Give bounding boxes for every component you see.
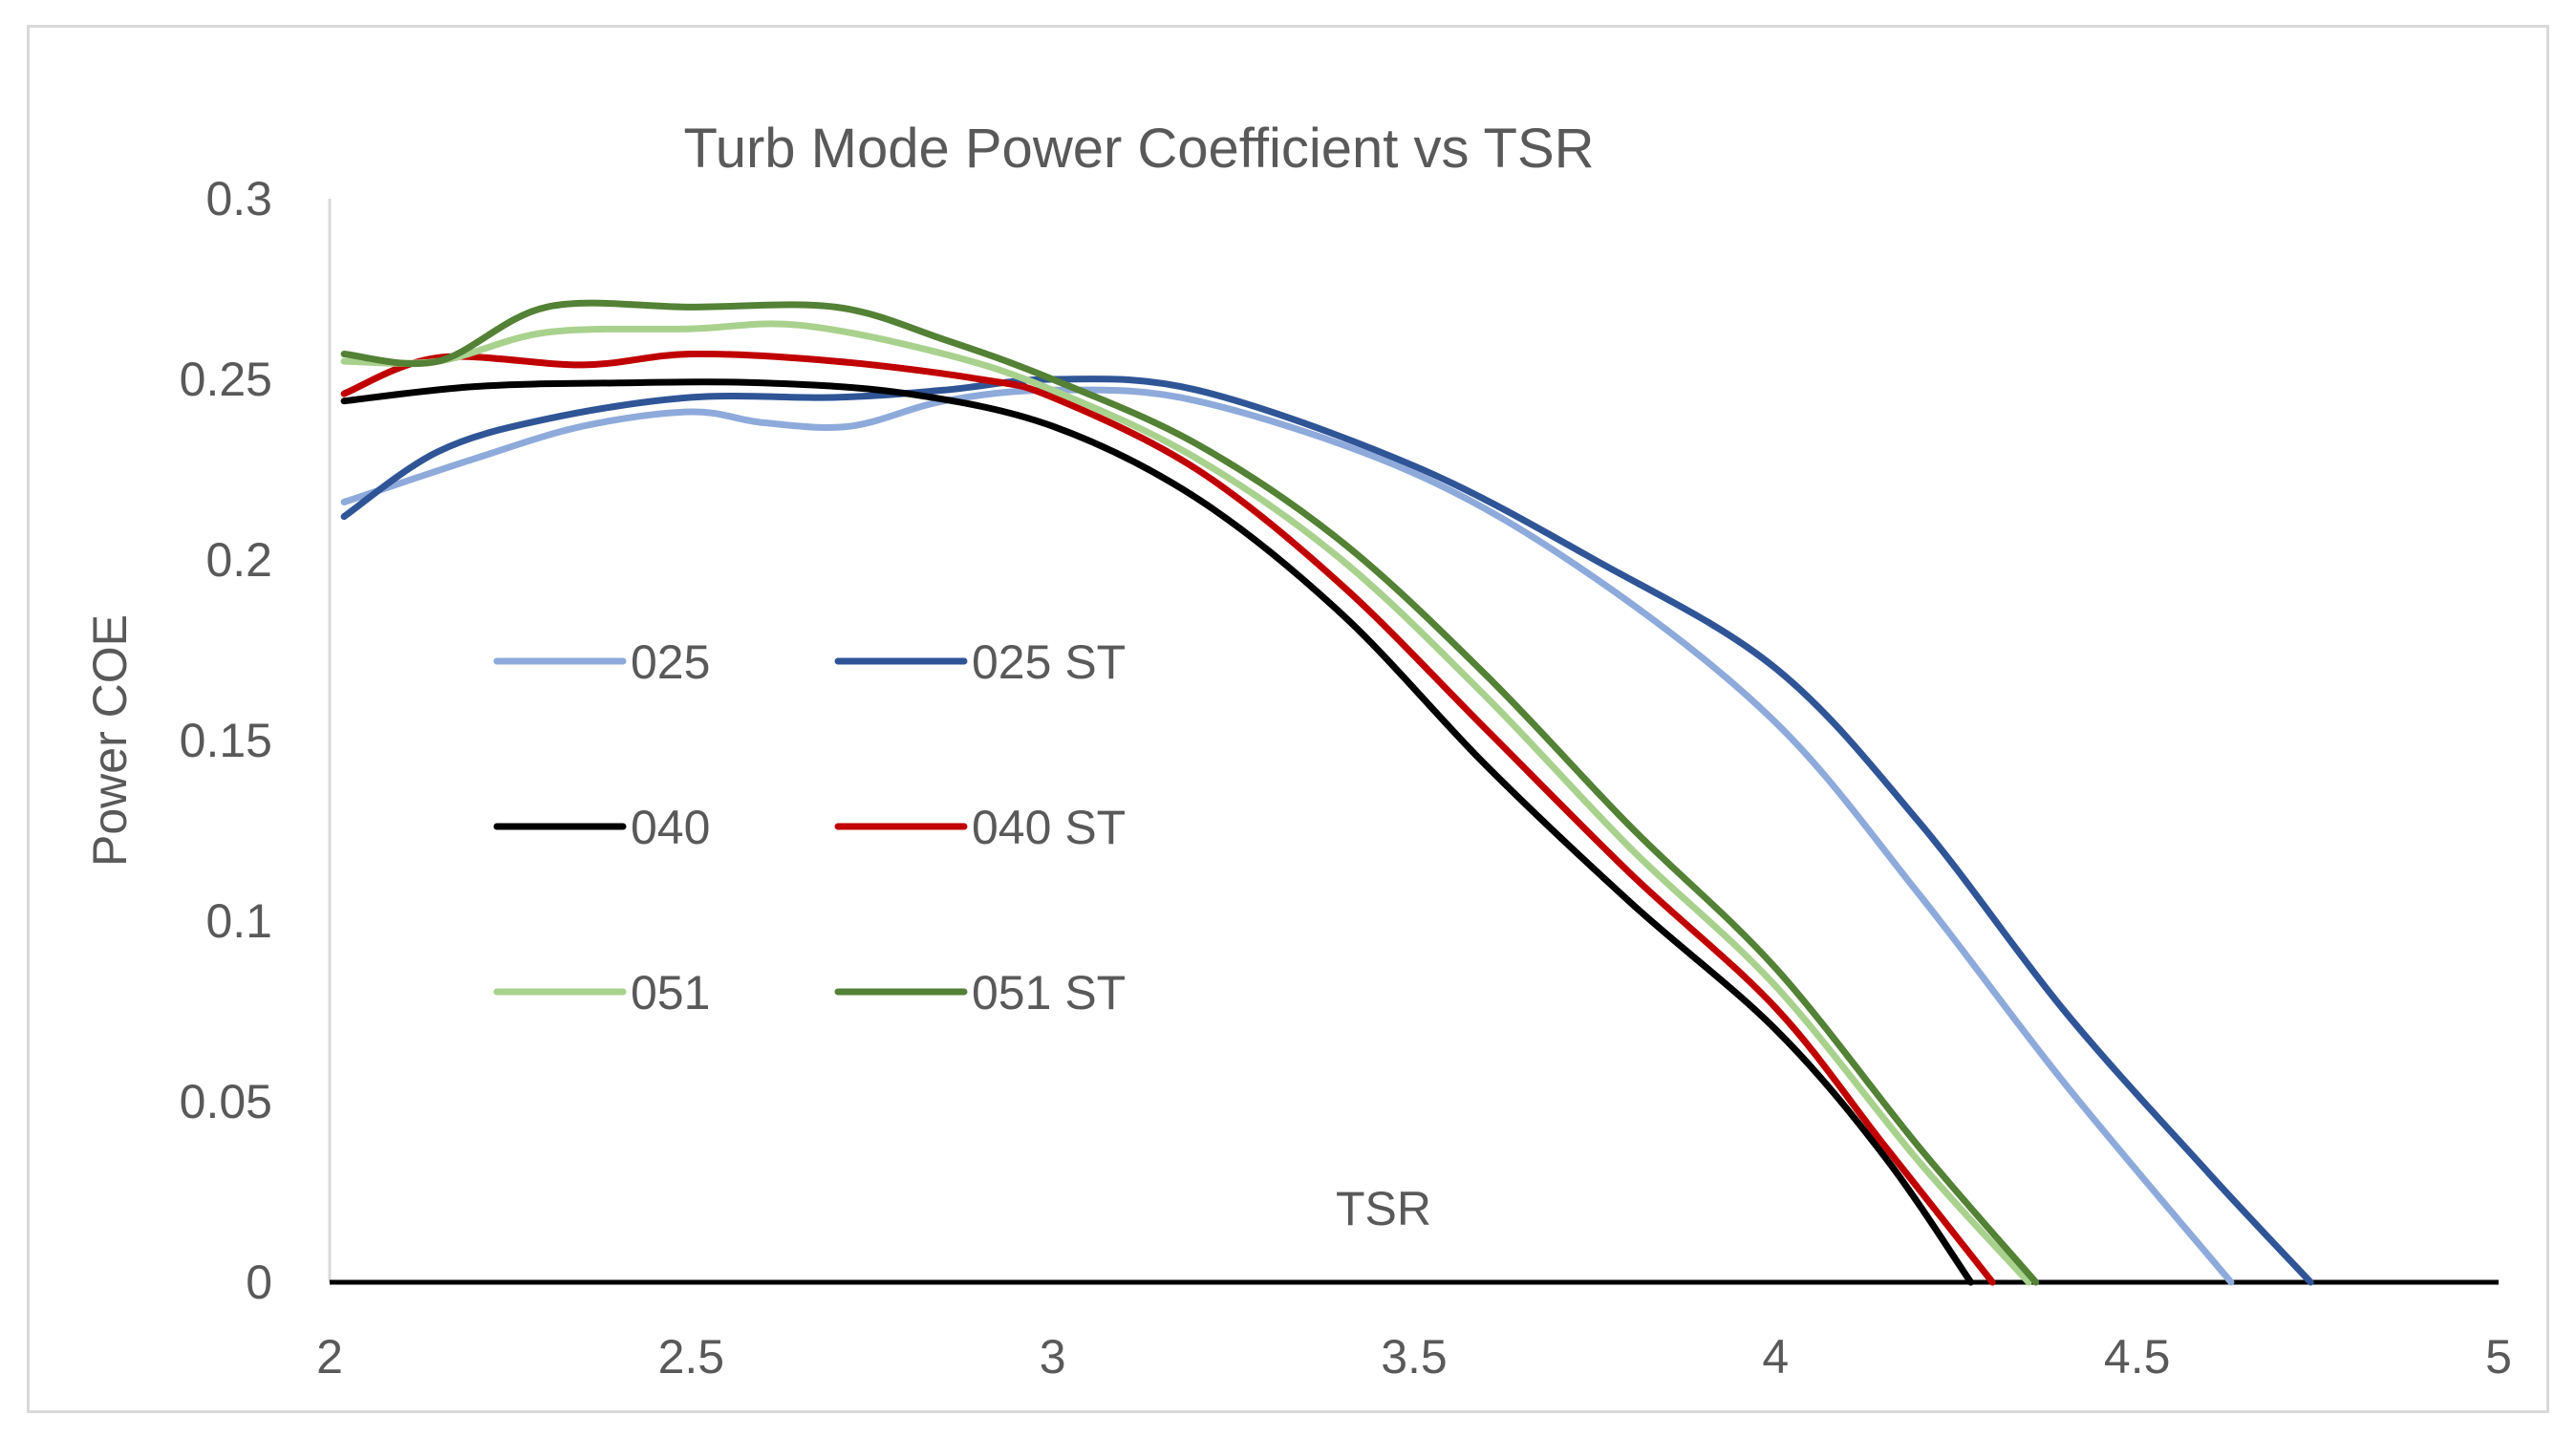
series-line-040-st — [340, 350, 1996, 1286]
x-axis-ticks: 2 2.5 3 3.5 4 4.5 5 — [316, 1330, 2512, 1384]
chart-area — [27, 25, 2549, 1413]
series-line-051-st — [340, 299, 2040, 1286]
legend: 025 025 ST 040 040 ST 051 051 ST — [493, 635, 1126, 1019]
y-tick-label: 0 — [246, 1256, 272, 1309]
y-tick-label: 0.3 — [205, 172, 272, 225]
x-tick-label: 3 — [1040, 1330, 1066, 1384]
y-tick-label: 0.2 — [205, 533, 272, 587]
legend-label: 051 ST — [972, 966, 1126, 1019]
legend-label: 040 — [631, 801, 710, 854]
x-tick-label: 4.5 — [2104, 1330, 2171, 1384]
series-line-051 — [340, 320, 2032, 1286]
y-tick-label: 0.1 — [205, 894, 272, 948]
chart-title: Turb Mode Power Coefficient vs TSR — [683, 118, 1594, 180]
x-tick-label: 2 — [316, 1330, 343, 1384]
y-axis-title: Power COE — [83, 614, 137, 867]
series-lines — [340, 299, 2314, 1286]
series-line-025 — [340, 386, 2235, 1286]
x-tick-label: 2.5 — [658, 1330, 725, 1384]
y-tick-label: 0.05 — [180, 1075, 272, 1128]
legend-label: 025 — [631, 635, 710, 689]
y-tick-label: 0.25 — [180, 353, 272, 406]
legend-label: 040 ST — [972, 801, 1126, 854]
legend-label: 051 — [631, 966, 710, 1019]
x-tick-label: 5 — [2485, 1330, 2512, 1384]
series-line-040 — [340, 378, 1975, 1286]
series-line-025-st — [340, 376, 2314, 1286]
x-axis-title: TSR — [1336, 1182, 1431, 1235]
y-tick-label: 0.15 — [180, 714, 272, 767]
legend-label: 025 ST — [972, 635, 1126, 689]
x-tick-label: 4 — [1762, 1330, 1789, 1384]
x-tick-label: 3.5 — [1381, 1330, 1448, 1384]
y-axis-ticks: 0 0.05 0.1 0.15 0.2 0.25 0.3 — [180, 172, 272, 1309]
